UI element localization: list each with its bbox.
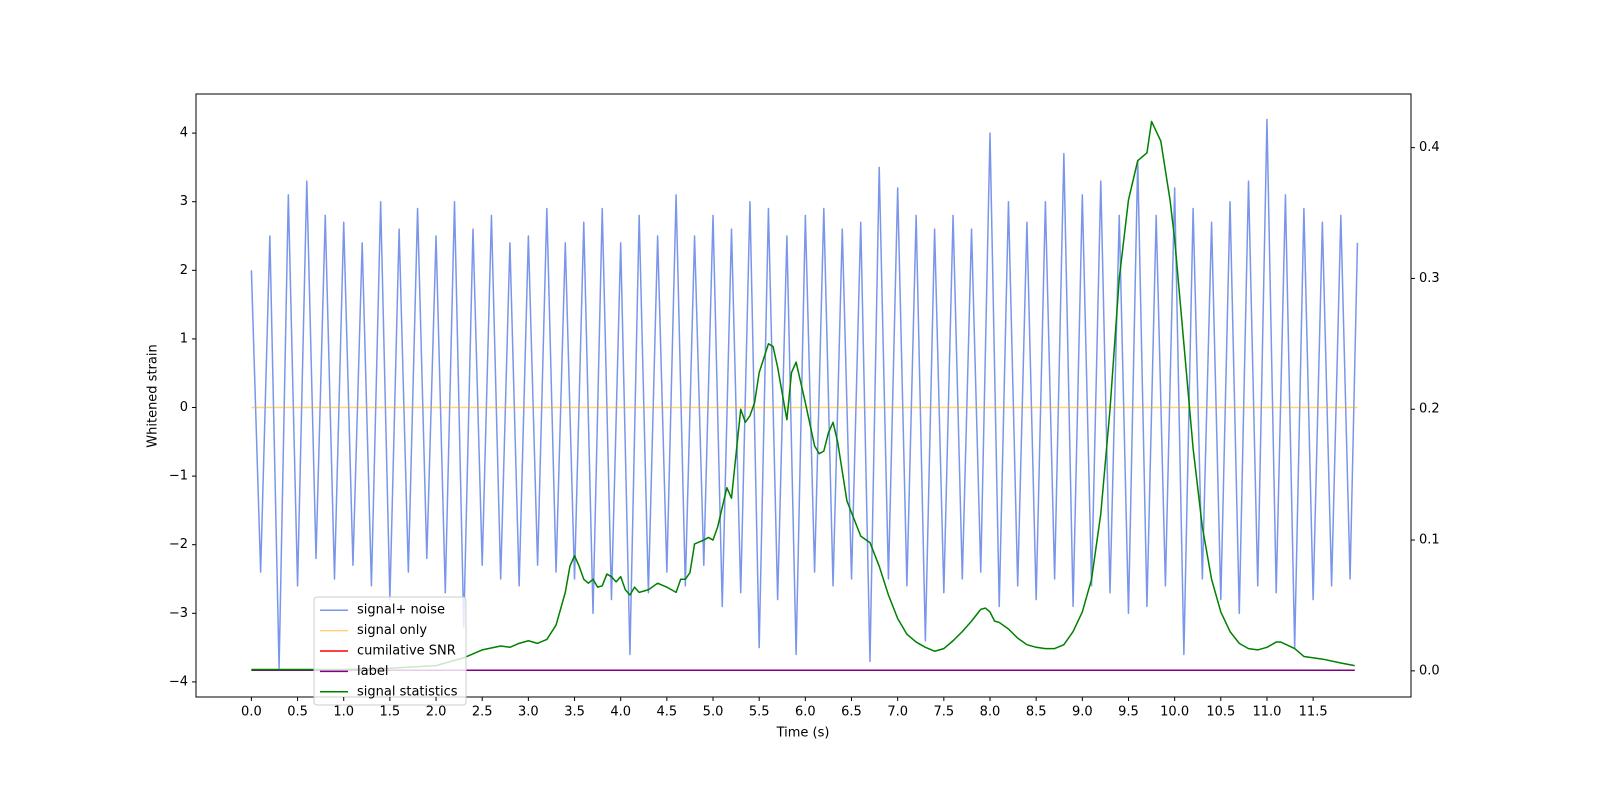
- y2-tick-label: 0.2: [1419, 402, 1440, 417]
- x-tick-label: 7.5: [933, 705, 954, 720]
- y-axis-label: Whitened strain: [146, 344, 161, 447]
- y-tick-label: 1: [180, 331, 188, 346]
- legend-label: signal statistics: [357, 684, 458, 699]
- legend-label: label: [357, 664, 388, 679]
- y-tick-label: 2: [180, 263, 188, 278]
- x-tick-label: 9.0: [1072, 705, 1093, 720]
- y-tick-label: −2: [169, 537, 188, 552]
- x-tick-label: 11.5: [1299, 705, 1328, 720]
- x-tick-label: 11.0: [1252, 705, 1281, 720]
- x-tick-label: 2.0: [426, 705, 447, 720]
- legend: signal+ noise signal only cumilative SNR la…: [313, 596, 467, 706]
- x-tick-label: 5.5: [749, 705, 770, 720]
- x-tick-label: 6.5: [841, 705, 862, 720]
- x-tick-label: 4.0: [610, 705, 631, 720]
- x-tick-label: 9.5: [1118, 705, 1139, 720]
- y-tick-label: −1: [169, 469, 188, 484]
- x-tick-label: 5.0: [703, 705, 724, 720]
- y2-tick-label: 0.0: [1419, 663, 1440, 678]
- legend-label: cumilative SNR: [357, 644, 456, 659]
- y-tick-label: 0: [180, 400, 188, 415]
- x-tick-label: 0.0: [241, 705, 262, 720]
- x-axis-label: Time (s): [776, 726, 830, 741]
- y-tick-label: 4: [180, 126, 188, 141]
- x-tick-label: 8.0: [980, 705, 1001, 720]
- x-tick-label: 1.0: [333, 705, 354, 720]
- series-line: [250, 118, 1359, 669]
- x-tick-label: 10.0: [1160, 705, 1189, 720]
- legend-label: signal only: [357, 623, 427, 638]
- x-tick-label: 1.5: [380, 705, 401, 720]
- x-tick-label: 6.0: [795, 705, 816, 720]
- axes-frame: [195, 93, 1412, 698]
- x-tick-label: 4.5: [657, 705, 678, 720]
- series-line: [251, 120, 1355, 671]
- x-tick-label: 10.5: [1206, 705, 1235, 720]
- y-tick-label: −4: [169, 674, 188, 689]
- y-tick-label: −3: [169, 606, 188, 621]
- plot-area: [250, 118, 1359, 671]
- y-tick-label: 3: [180, 194, 188, 209]
- x-tick-label: 0.5: [287, 705, 308, 720]
- x-tick-label: 3.5: [564, 705, 585, 720]
- y2-tick-label: 0.4: [1419, 140, 1440, 155]
- legend-label: signal+ noise: [357, 603, 445, 618]
- y2-tick-label: 0.1: [1419, 533, 1440, 548]
- x-tick-label: 8.5: [1026, 705, 1047, 720]
- x-tick-label: 3.0: [518, 705, 539, 720]
- x-tick-label: 2.5: [472, 705, 493, 720]
- x-tick-label: 7.0: [887, 705, 908, 720]
- y2-tick-label: 0.3: [1419, 271, 1440, 286]
- legend-box: [313, 596, 467, 706]
